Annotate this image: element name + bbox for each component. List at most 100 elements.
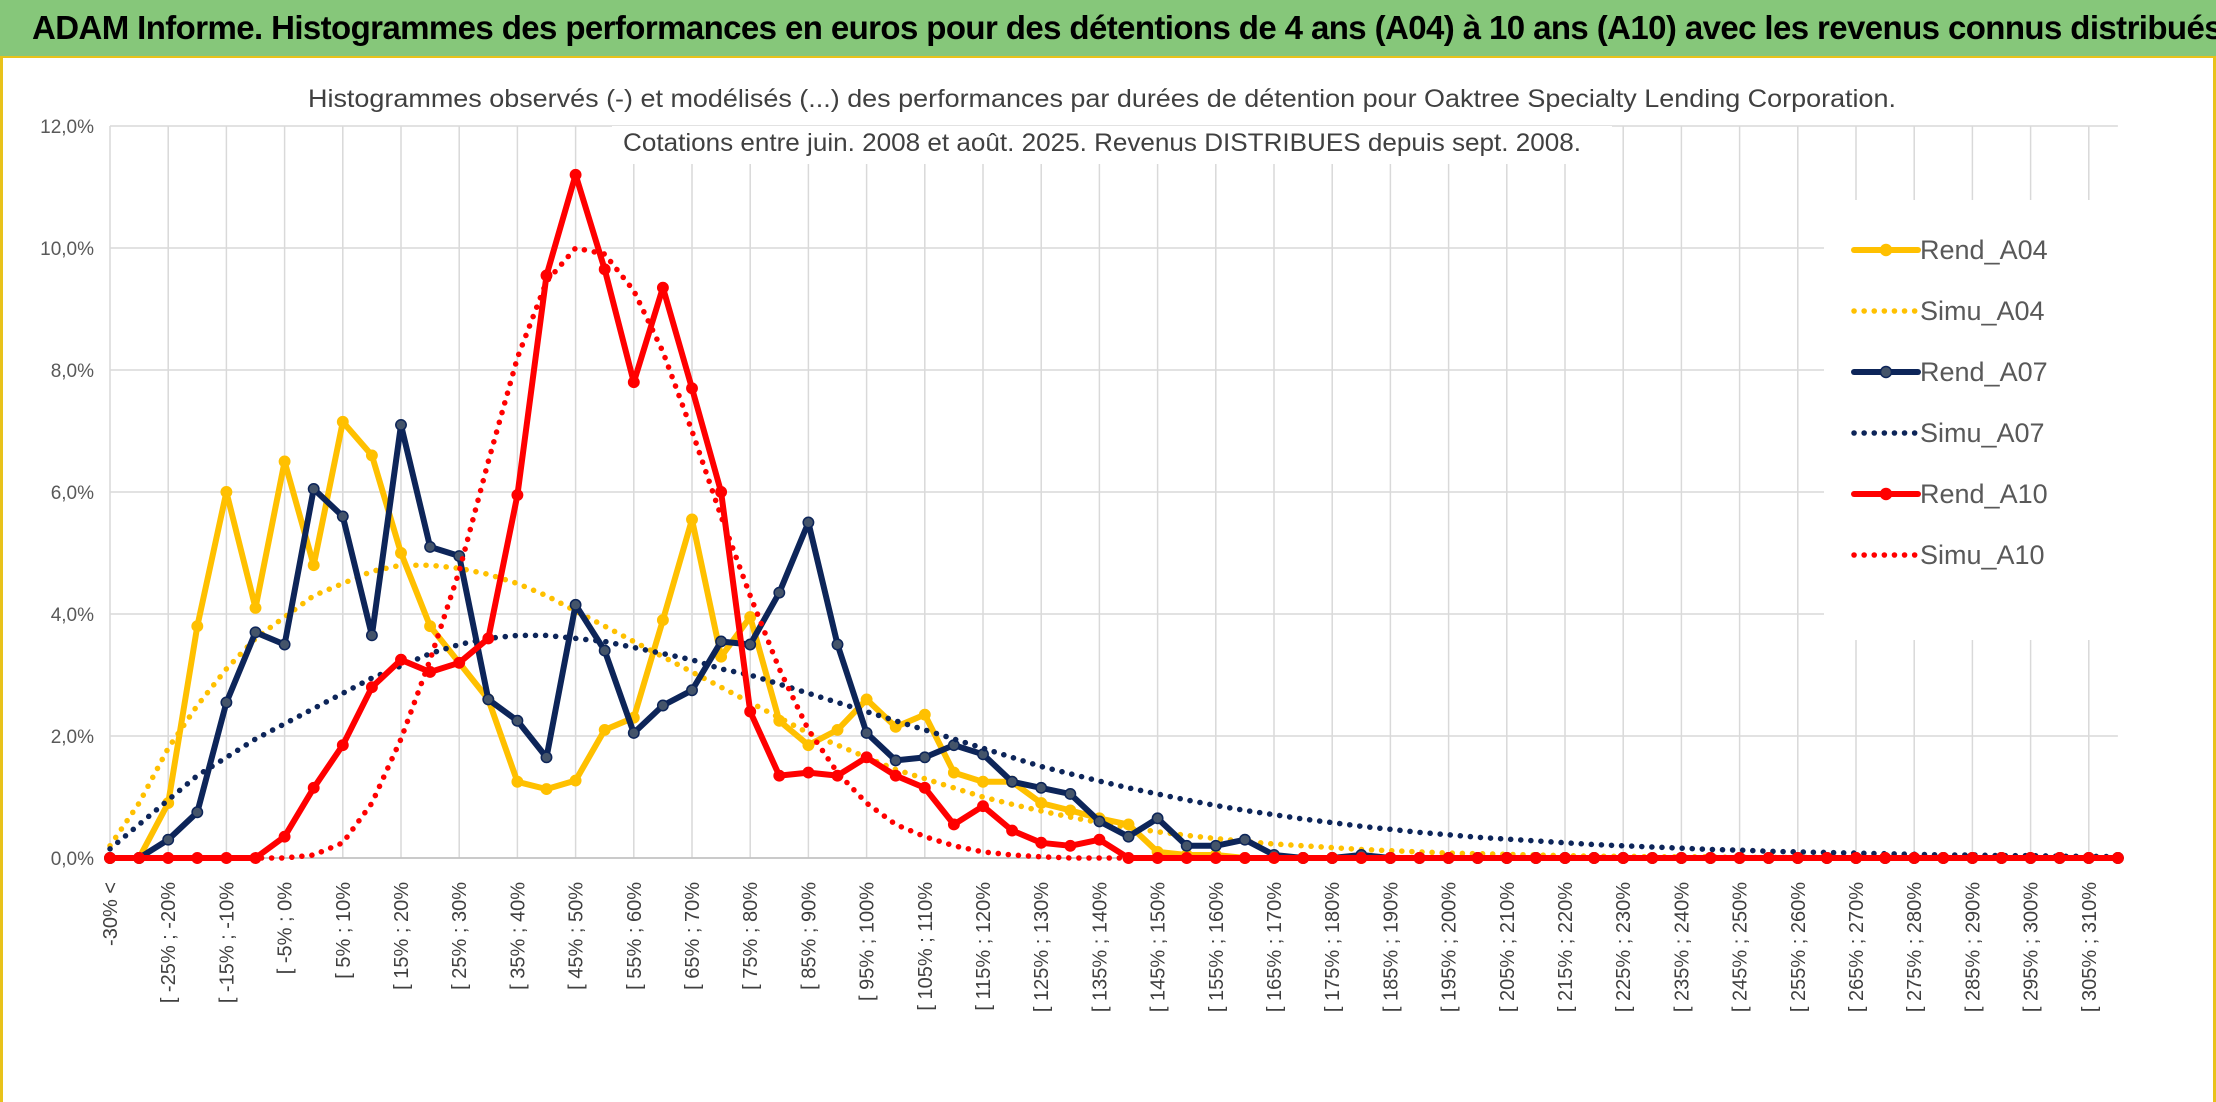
data-point [336,739,349,752]
x-tick-label: [ 185% ; 190% [1380,882,1402,1012]
legend-label-simu_a10: Simu_A10 [1920,540,2045,570]
data-point [395,547,407,559]
data-point [569,168,582,181]
x-tick-label: [ 35% ; 40% [507,882,529,990]
data-point [860,751,873,764]
data-point [220,696,233,709]
data-point [453,656,466,669]
x-tick-label: [ -25% ; -20% [158,882,180,1003]
x-tick-label: [ 125% ; 130% [1031,882,1053,1012]
x-tick-label: [ 135% ; 140% [1089,882,1111,1012]
data-point [511,775,524,788]
series-line-rend_a04 [107,418,2121,861]
x-tick-label: [ 25% ; 30% [449,882,471,990]
data-point [656,699,669,712]
data-point [540,783,553,796]
data-point [220,486,233,498]
data-point [656,614,669,627]
legend: Rend_A04 Simu_A04 Rend_A07 Simu_A07 Rend_A10… [1824,200,2124,640]
x-tick-label: [ 105% ; 110% [915,882,937,1011]
data-point [307,559,320,572]
data-point [1006,775,1019,788]
data-point [511,489,524,501]
data-point [1064,804,1077,817]
data-point [1151,812,1164,825]
x-tick-label: [ 45% ; 50% [566,882,588,990]
data-point [249,626,262,639]
data-point [191,620,204,633]
series-layer [104,168,2124,864]
y-tick-label: 8,0% [51,361,94,382]
x-tick-label: [ 205% ; 210% [1497,882,1519,1012]
x-tick-label: [ 235% ; 240% [1671,882,1693,1012]
data-point [482,632,495,645]
data-point [1209,839,1222,852]
data-point [656,281,669,294]
legend-label-simu_a07: Simu_A07 [1920,418,2045,448]
data-point [191,806,204,819]
data-point [569,598,582,611]
x-tick-label: -30% < [100,882,122,946]
data-point [249,601,262,614]
data-point [307,781,320,794]
data-point [977,800,989,813]
data-point [1035,797,1048,810]
subtitle-background [612,126,1612,164]
data-point [802,739,815,752]
series-line-simu_a10 [107,245,2121,861]
data-point [802,766,815,779]
data-point [977,775,989,788]
data-point [365,449,378,462]
data-point [307,483,320,495]
chart-frame [0,58,2216,1102]
y-tick-label: 10,0% [40,239,94,260]
y-tick-label: 0,0% [51,849,94,870]
x-tick-label: [ 215% ; 220% [1555,882,1577,1012]
data-point [686,513,698,526]
series-line-simu_a07 [107,632,2121,860]
x-tick-label: [ 305% ; 310% [2079,882,2101,1012]
data-point [686,382,698,395]
data-point [1035,781,1048,794]
x-tick-label: [ 95% ; 100% [857,882,879,1001]
data-point [162,833,175,846]
data-point [627,727,640,739]
y-axis: 0,0% 2,0% 4,0% 6,0% 8,0% 10,0% 12,0% [40,117,94,870]
data-point [627,376,640,389]
chart: 0,0% 2,0% 4,0% 6,0% 8,0% 10,0% 12,0% -30% < [ -… [40,82,2124,1012]
data-point [947,818,960,831]
data-point [773,769,786,782]
x-tick-label: [ 245% ; 250% [1730,882,1752,1012]
x-tick-label: [ 285% ; 290% [1962,882,1984,1012]
data-point [744,611,757,623]
data-point [1093,815,1106,828]
legend-label-rend_a10: Rend_A10 [1920,479,2048,509]
data-point [860,727,873,739]
chart-subtitle: Cotations entre juin. 2008 et août. 2025… [623,129,1581,157]
data-point [424,540,437,553]
y-tick-label: 2,0% [51,727,94,748]
banner-title: ADAM Informe. Histogrammes des performan… [32,9,2216,46]
data-point [395,418,407,431]
data-point [1238,833,1251,846]
data-point [424,620,437,633]
x-tick-label: [ -5% ; 0% [275,882,297,974]
x-tick-label: [ 55% ; 60% [624,882,646,990]
data-point [860,693,873,706]
data-point [278,830,291,843]
title-background [312,82,1912,120]
y-tick-label: 12,0% [40,117,94,138]
legend-marker [1879,365,1893,379]
x-tick-label: [ 75% ; 80% [740,882,762,990]
x-tick-label: [ 65% ; 70% [682,882,704,990]
data-point [569,774,582,787]
data-point [336,510,349,523]
data-point [744,638,757,651]
x-tick-label: [ 145% ; 150% [1148,882,1170,1012]
data-point [365,629,378,642]
data-point [889,769,902,782]
data-point [1006,824,1019,837]
data-point [802,516,815,529]
x-tick-label: [ 155% ; 160% [1206,882,1228,1012]
